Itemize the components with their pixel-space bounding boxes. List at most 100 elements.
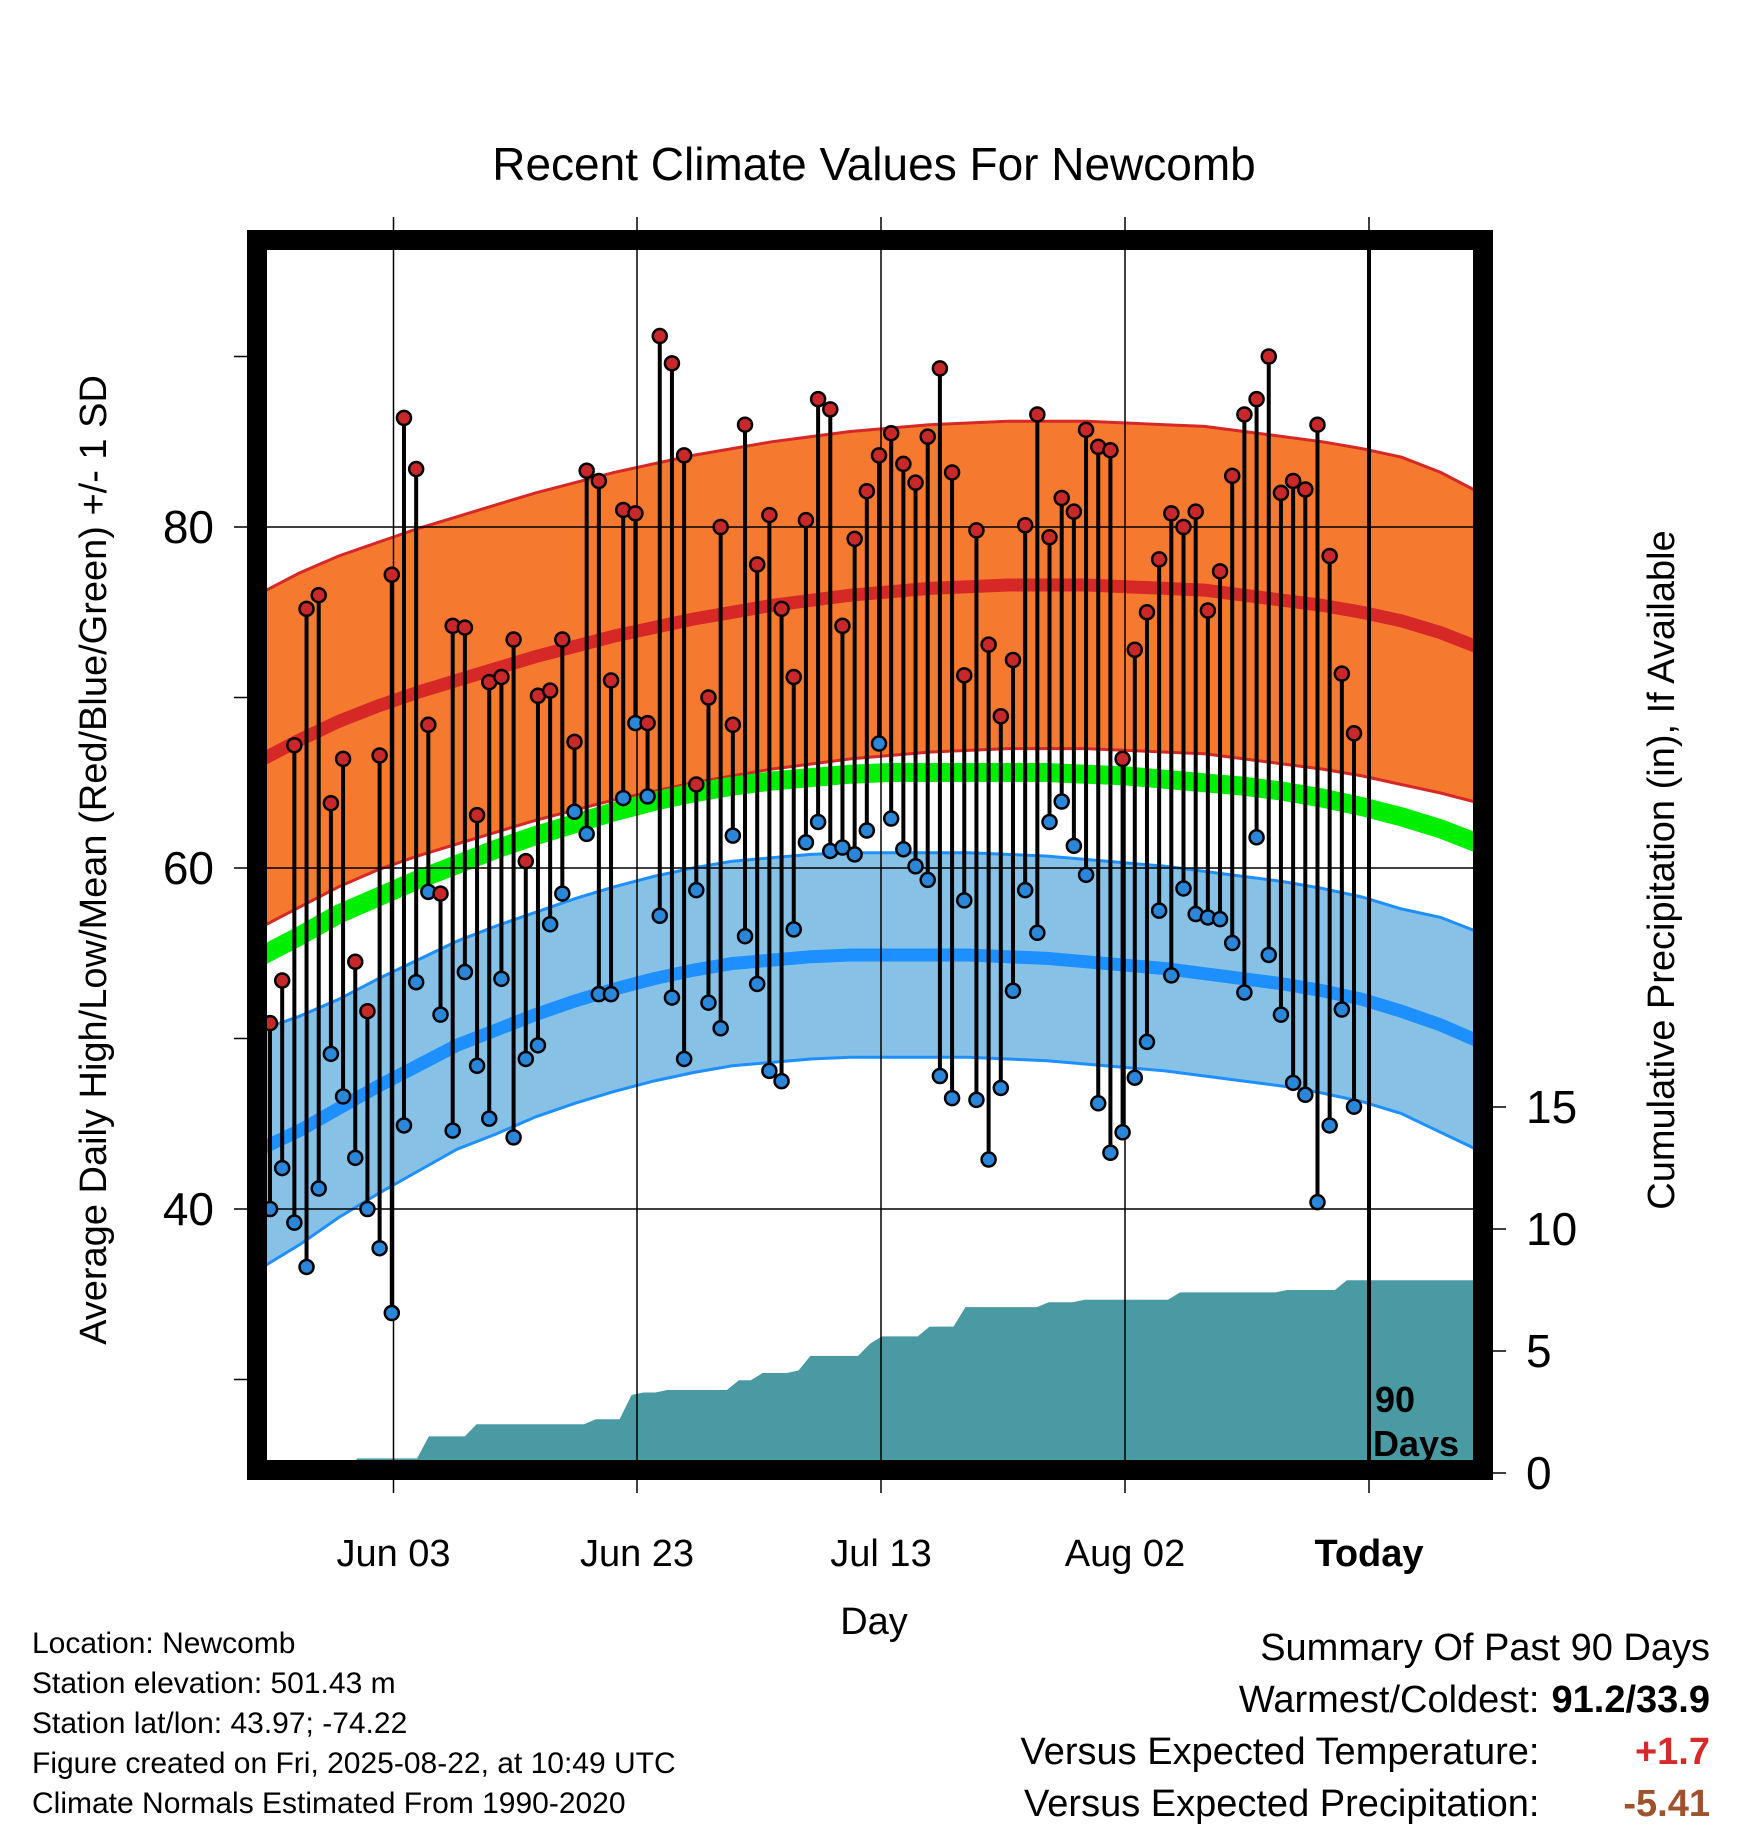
daily-low-point-33 [663, 989, 681, 1006]
daily-low-point-66 [1065, 837, 1083, 855]
daily-high-point-63 [1029, 406, 1046, 423]
daily-high-point-54 [919, 428, 936, 445]
daily-low-point-80 [1236, 984, 1253, 1001]
daily-low-point-15 [444, 1122, 461, 1139]
daily-low-point-84 [1284, 1074, 1302, 1092]
summary-warm-cold: Warmest/Coldest: 91.2/33.9 [1021, 1674, 1710, 1726]
daily-low-point-63 [1029, 924, 1046, 942]
daily-high-point-62 [1016, 517, 1034, 534]
daily-high-point-31 [639, 714, 656, 732]
daily-low-point-38 [724, 827, 742, 844]
daily-low-point-5 [322, 1045, 340, 1063]
x-tick-label-0: Jun 03 [336, 1533, 450, 1575]
daily-low-point-2 [286, 1214, 303, 1231]
daily-low-point-8 [359, 1200, 376, 1218]
daily-high-point-24 [554, 631, 571, 648]
daily-high-point-73 [1150, 551, 1168, 568]
daily-low-point-39 [736, 927, 754, 945]
daily-high-point-51 [882, 424, 900, 442]
y-axis-label-left: Average Daily High/Low/Mean (Red/Blue/Gr… [73, 375, 115, 1345]
daily-high-point-69 [1102, 442, 1119, 459]
daily-low-point-18 [480, 1110, 498, 1127]
daily-low-point-70 [1114, 1124, 1131, 1141]
daily-low-point-11 [395, 1117, 413, 1134]
daily-low-point-59 [980, 1151, 997, 1168]
normal-low-band-lower-edge [262, 1055, 1478, 1270]
daily-high-point-82 [1260, 348, 1278, 365]
daily-low-point-49 [858, 822, 876, 839]
daily-high-point-57 [956, 667, 973, 684]
daily-high-point-11 [395, 409, 413, 427]
daily-low-point-17 [468, 1057, 486, 1075]
daily-low-point-74 [1163, 967, 1180, 984]
daily-low-point-37 [712, 1020, 729, 1037]
daily-low-point-62 [1016, 881, 1034, 899]
right-tick-label-10: 10 [1526, 1203, 1577, 1255]
daily-low-point-21 [517, 1050, 535, 1068]
daily-high-point-75 [1175, 518, 1192, 536]
daily-low-point-78 [1211, 910, 1229, 928]
daily-high-point-86 [1309, 416, 1326, 433]
daily-high-point-48 [846, 530, 863, 548]
daily-high-point-19 [493, 668, 510, 686]
daily-low-point-26 [578, 825, 595, 843]
daily-low-point-64 [1041, 813, 1058, 831]
daily-high-point-84 [1284, 472, 1302, 490]
daily-high-point-70 [1114, 750, 1131, 768]
daily-high-point-23 [541, 682, 559, 699]
daily-high-point-25 [566, 733, 583, 751]
daily-high-point-78 [1211, 563, 1229, 580]
x-tick-label-1: Jun 23 [580, 1533, 694, 1575]
daily-low-point-25 [566, 803, 583, 820]
daily-low-point-35 [688, 881, 705, 899]
daily-low-point-56 [943, 1089, 961, 1107]
daily-high-point-5 [322, 794, 340, 812]
daily-high-point-20 [505, 631, 522, 648]
daily-low-point-24 [554, 885, 571, 902]
daily-high-point-6 [334, 750, 352, 768]
summary-panel: Summary Of Past 90 Days Warmest/Coldest:… [1021, 1622, 1710, 1830]
daily-high-point-39 [736, 416, 754, 433]
daily-high-point-16 [456, 619, 474, 636]
daily-high-point-80 [1236, 406, 1253, 423]
daily-low-point-36 [700, 994, 717, 1011]
precip-area [262, 1280, 1478, 1465]
latlon-text: Station lat/lon: 43.97; -74.22 [32, 1707, 408, 1740]
location-text: Location: Newcomb [32, 1627, 296, 1660]
daily-low-point-6 [334, 1088, 352, 1105]
daily-high-point-72 [1138, 604, 1156, 621]
daily-high-point-81 [1248, 390, 1265, 408]
normal-low-band [262, 852, 1478, 1268]
daily-high-point-67 [1077, 421, 1095, 439]
daily-high-point-40 [748, 556, 766, 573]
daily-high-point-28 [602, 672, 620, 689]
daily-low-point-40 [748, 975, 766, 993]
daily-high-point-52 [895, 455, 912, 473]
x-tick-label-4: Today [1314, 1533, 1423, 1575]
daily-low-point-50 [870, 735, 888, 752]
x-axis-label: Day [840, 1601, 908, 1643]
normals-text: Climate Normals Estimated From 1990-2020 [32, 1787, 626, 1820]
daily-high-point-41 [761, 506, 778, 524]
daily-high-point-45 [809, 390, 827, 408]
daily-high-point-46 [822, 401, 839, 418]
daily-low-point-14 [432, 1006, 449, 1023]
daily-high-point-27 [590, 472, 608, 490]
daily-low-point-20 [505, 1129, 522, 1146]
daily-high-point-66 [1065, 503, 1083, 520]
daily-low-point-53 [907, 858, 924, 875]
daily-low-point-82 [1260, 946, 1278, 964]
daily-high-point-14 [432, 885, 449, 902]
daily-high-point-60 [992, 708, 1010, 725]
daily-high-point-65 [1053, 489, 1070, 507]
daily-high-point-83 [1272, 484, 1290, 502]
daily-low-point-61 [1004, 982, 1022, 1000]
daily-low-point-60 [992, 1079, 1010, 1097]
daily-high-point-49 [858, 482, 876, 500]
warm-cold-label: Warmest/Coldest: [1238, 1679, 1540, 1721]
daily-high-point-1 [273, 972, 291, 989]
daily-high-point-36 [700, 689, 717, 706]
daily-low-point-10 [383, 1304, 401, 1322]
normal-low-line [262, 948, 1478, 1156]
